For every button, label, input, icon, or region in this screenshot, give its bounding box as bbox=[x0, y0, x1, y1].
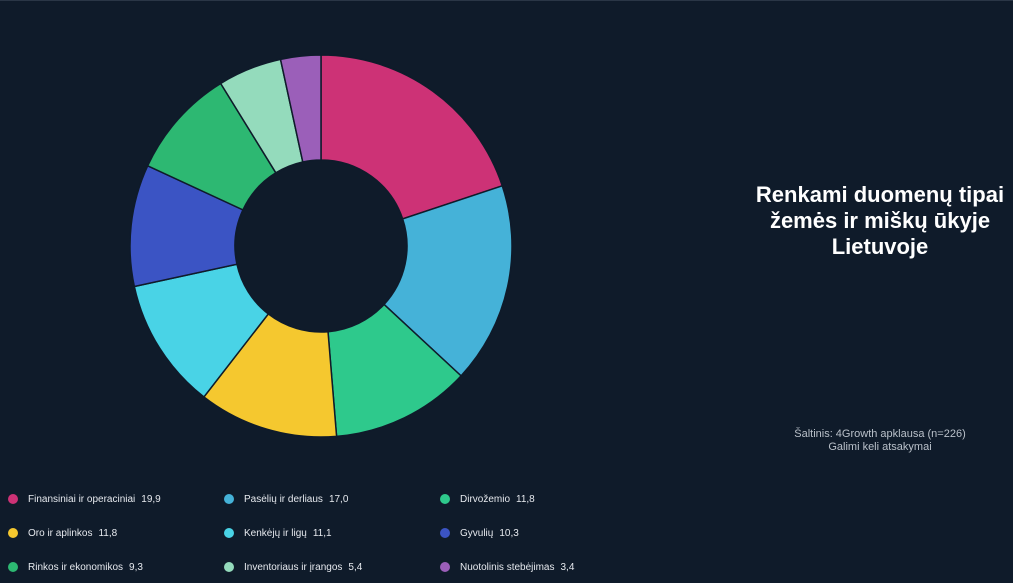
legend-label: Pasėlių ir derliaus bbox=[244, 493, 323, 505]
legend-label: Finansiniai ir operaciniai bbox=[28, 493, 136, 505]
legend-swatch bbox=[8, 494, 18, 504]
legend-swatch bbox=[224, 562, 234, 572]
legend-value: 5,4 bbox=[348, 561, 363, 573]
legend-item: Kenkėjų ir ligų 11,1 bbox=[224, 524, 332, 542]
legend-swatch bbox=[440, 562, 450, 572]
legend-value: 11,8 bbox=[98, 527, 118, 539]
source-line: Šaltinis: 4Growth apklausa (n=226) bbox=[794, 428, 966, 440]
legend-item: Rinkos ir ekonomikos 9,3 bbox=[8, 558, 143, 576]
chart-title: Renkami duomenų tipai žemės ir miškų ūky… bbox=[755, 182, 1005, 259]
source-note: Šaltinis: 4Growth apklausa (n=226) Galim… bbox=[770, 428, 990, 454]
legend-value: 11,1 bbox=[312, 527, 332, 539]
donut-chart bbox=[129, 54, 513, 438]
legend-label: Kenkėjų ir ligų bbox=[244, 527, 307, 539]
legend-swatch bbox=[8, 562, 18, 572]
donut-slice-9 bbox=[279, 54, 322, 163]
chart-legend: Finansiniai ir operaciniai 19,9 Pasėlių ir… bbox=[8, 490, 658, 583]
legend-item: Inventoriaus ir įrangos 5,4 bbox=[224, 558, 362, 576]
top-divider bbox=[0, 0, 1013, 1]
legend-label: Dirvožemio bbox=[460, 493, 511, 505]
legend-value: 11,8 bbox=[516, 493, 535, 505]
legend-item: Oro ir aplinkos 11,8 bbox=[8, 524, 117, 542]
legend-item: Dirvožemio 11,8 bbox=[440, 490, 535, 508]
legend-value: 17,0 bbox=[328, 493, 349, 505]
legend-value: 9,3 bbox=[129, 561, 143, 573]
legend-item: Nuotolinis stebėjimas 3,4 bbox=[440, 558, 574, 576]
legend-label: Rinkos ir ekonomikos bbox=[28, 561, 124, 573]
legend-label: Inventoriaus ir įrangos bbox=[244, 561, 343, 573]
donut-slice-2 bbox=[383, 184, 513, 377]
legend-label: Gyvulių bbox=[460, 527, 494, 539]
legend-label: Nuotolinis stebėjimas bbox=[460, 561, 555, 573]
legend-value: 10,3 bbox=[499, 527, 519, 539]
source-subline: Galimi keli atsakymai bbox=[828, 441, 932, 453]
legend-value: 19,9 bbox=[141, 493, 161, 505]
legend-item: Finansiniai ir operaciniai 19,9 bbox=[8, 490, 161, 508]
legend-label: Oro ir aplinkos bbox=[28, 527, 93, 539]
legend-swatch bbox=[440, 528, 450, 538]
legend-swatch bbox=[224, 528, 234, 538]
legend-swatch bbox=[8, 528, 18, 538]
donut-slice-1 bbox=[320, 54, 504, 220]
legend-item: Gyvulių 10,3 bbox=[440, 524, 519, 542]
legend-item: Pasėlių ir derliaus 17,0 bbox=[224, 490, 348, 508]
legend-swatch bbox=[440, 494, 450, 504]
legend-value: 3,4 bbox=[560, 561, 575, 573]
legend-swatch bbox=[224, 494, 234, 504]
